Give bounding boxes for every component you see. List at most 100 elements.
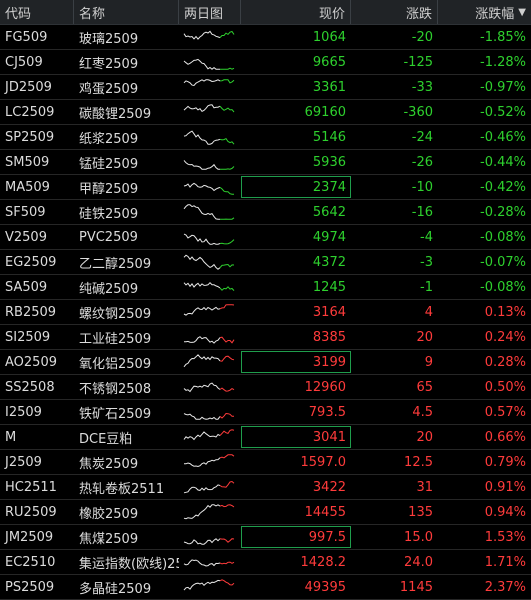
row-sparkline <box>179 250 241 274</box>
row-price: 3164 <box>312 304 346 320</box>
row-change: 65 <box>416 379 433 395</box>
table-row[interactable]: AO2509 氧化铝2509 3199 9 0.28% <box>0 350 531 375</box>
row-change-pct: 0.57% <box>484 404 526 420</box>
row-change-pct: -0.42% <box>480 179 526 195</box>
table-row[interactable]: I2509 铁矿石2509 793.5 4.5 0.57% <box>0 400 531 425</box>
row-code: EC2510 <box>5 554 56 570</box>
sparkline-today <box>219 187 234 195</box>
row-sparkline <box>179 475 241 499</box>
header-code[interactable]: 代码 <box>0 0 74 24</box>
row-name: 氧化铝2509 <box>79 356 152 372</box>
table-row[interactable]: CJ509 红枣2509 9665 -125 -1.28% <box>0 50 531 75</box>
row-name: 集运指数(欧线)25 <box>79 556 179 572</box>
sparkline-today <box>219 504 235 508</box>
table-row[interactable]: RU2509 橡胶2509 14455 135 0.94% <box>0 500 531 525</box>
sparkline-prev-day <box>183 354 221 368</box>
sparkline-today <box>219 355 235 362</box>
sparkline-today <box>219 579 235 586</box>
header-price[interactable]: 现价 <box>241 0 351 24</box>
sparkline-today <box>219 304 235 310</box>
row-sparkline <box>179 350 241 374</box>
row-change-pct: -0.46% <box>480 129 526 145</box>
table-row[interactable]: LC2509 碳酸锂2509 69160 -360 -0.52% <box>0 100 531 125</box>
sparkline-today <box>219 387 235 392</box>
table-row[interactable]: HC2511 热轧卷板2511 3422 31 0.91% <box>0 475 531 500</box>
header-change-pct[interactable]: 涨跌幅 ▼ <box>438 0 531 24</box>
row-code: SF509 <box>5 204 46 220</box>
row-name: 螺纹钢2509 <box>79 306 152 322</box>
sparkline-prev-day <box>183 538 221 545</box>
sparkline-prev-day <box>183 204 220 220</box>
sparkline-prev-day <box>183 30 221 40</box>
table-row[interactable]: EG2509 乙二醇2509 4372 -3 -0.07% <box>0 250 531 275</box>
row-change: 1145 <box>399 579 433 595</box>
row-change: 24.0 <box>404 554 433 570</box>
sparkline-prev-day <box>183 104 221 113</box>
sparkline-today <box>219 538 235 543</box>
row-change-pct: 0.50% <box>484 379 526 395</box>
table-row[interactable]: SF509 硅铁2509 5642 -16 -0.28% <box>0 200 531 225</box>
row-code: SP2509 <box>5 129 55 145</box>
row-change: -16 <box>411 204 433 220</box>
row-sparkline <box>179 400 241 424</box>
row-change: 15.0 <box>404 529 433 545</box>
sparkline-chart <box>183 254 235 270</box>
row-change: 12.5 <box>404 454 433 470</box>
table-row[interactable]: SM509 锰硅2509 5936 -26 -0.44% <box>0 150 531 175</box>
row-change-pct: 2.37% <box>484 579 526 595</box>
table-row[interactable]: SS2508 不锈钢2508 12960 65 0.50% <box>0 375 531 400</box>
sparkline-today <box>220 217 235 220</box>
row-price: 4974 <box>312 229 346 245</box>
table-row[interactable]: JD2509 鸡蛋2509 3361 -33 -0.97% <box>0 75 531 100</box>
row-change: 135 <box>408 504 433 520</box>
sparkline-chart <box>183 336 235 344</box>
header-name[interactable]: 名称 <box>74 0 179 24</box>
sparkline-chart <box>183 281 235 291</box>
table-row[interactable]: SA509 纯碱2509 1245 -1 -0.08% <box>0 275 531 300</box>
row-change-pct: 0.94% <box>484 504 526 520</box>
table-row[interactable]: JM2509 焦煤2509 997.5 15.0 1.53% <box>0 525 531 550</box>
table-row[interactable]: SI2509 工业硅2509 8385 20 0.24% <box>0 325 531 350</box>
table-row[interactable]: EC2510 集运指数(欧线)25 1428.2 24.0 1.71% <box>0 550 531 575</box>
row-price: 793.5 <box>308 404 346 420</box>
row-change-pct: -0.07% <box>480 254 526 270</box>
row-price: 69160 <box>304 104 346 120</box>
row-sparkline <box>179 125 241 149</box>
table-row[interactable]: RB2509 螺纹钢2509 3164 4 0.13% <box>0 300 531 325</box>
table-row[interactable]: PS2509 多晶硅2509 49395 1145 2.37% <box>0 575 531 600</box>
row-price: 2374 <box>241 175 351 199</box>
sparkline-chart <box>183 233 235 245</box>
table-row[interactable]: MA509 甲醇2509 2374 -10 -0.42% <box>0 175 531 200</box>
table-row[interactable]: SP2509 纸浆2509 5146 -24 -0.46% <box>0 125 531 150</box>
row-change-pct: -0.52% <box>480 104 526 120</box>
row-code: JD2509 <box>5 79 52 95</box>
table-row[interactable]: M DCE豆粕 3041 20 0.66% <box>0 425 531 450</box>
row-sparkline <box>179 50 241 74</box>
row-change-pct: 0.13% <box>484 304 526 320</box>
row-sparkline <box>179 200 241 224</box>
row-code: RU2509 <box>5 504 57 520</box>
sparkline-chart <box>183 480 235 494</box>
row-change: -1 <box>420 279 433 295</box>
table-row[interactable]: FG509 玻璃2509 1064 -20 -1.85% <box>0 25 531 50</box>
row-price: 49395 <box>304 579 346 595</box>
sparkline-prev-day <box>183 160 220 170</box>
row-price: 5936 <box>312 154 346 170</box>
sparkline-prev-day <box>183 233 221 245</box>
row-change-pct: 0.24% <box>484 329 526 345</box>
row-change-pct: -0.97% <box>480 79 526 95</box>
sparkline-prev-day <box>183 484 221 494</box>
sparkline-chart <box>183 412 235 420</box>
row-code: JM2509 <box>5 529 54 545</box>
row-code: MA509 <box>5 179 50 195</box>
row-name: 玻璃2509 <box>79 31 139 47</box>
table-row[interactable]: J2509 焦炭2509 1597.0 12.5 0.79% <box>0 450 531 475</box>
sparkline-prev-day <box>183 58 220 70</box>
header-spark[interactable]: 两日图 <box>179 0 241 24</box>
sort-desc-icon[interactable]: ▼ <box>518 6 526 18</box>
sparkline-chart <box>183 304 235 316</box>
sparkline-today <box>219 263 235 269</box>
header-change[interactable]: 涨跌 <box>351 0 438 24</box>
row-change: 31 <box>416 479 433 495</box>
table-row[interactable]: V2509 PVC2509 4974 -4 -0.08% <box>0 225 531 250</box>
